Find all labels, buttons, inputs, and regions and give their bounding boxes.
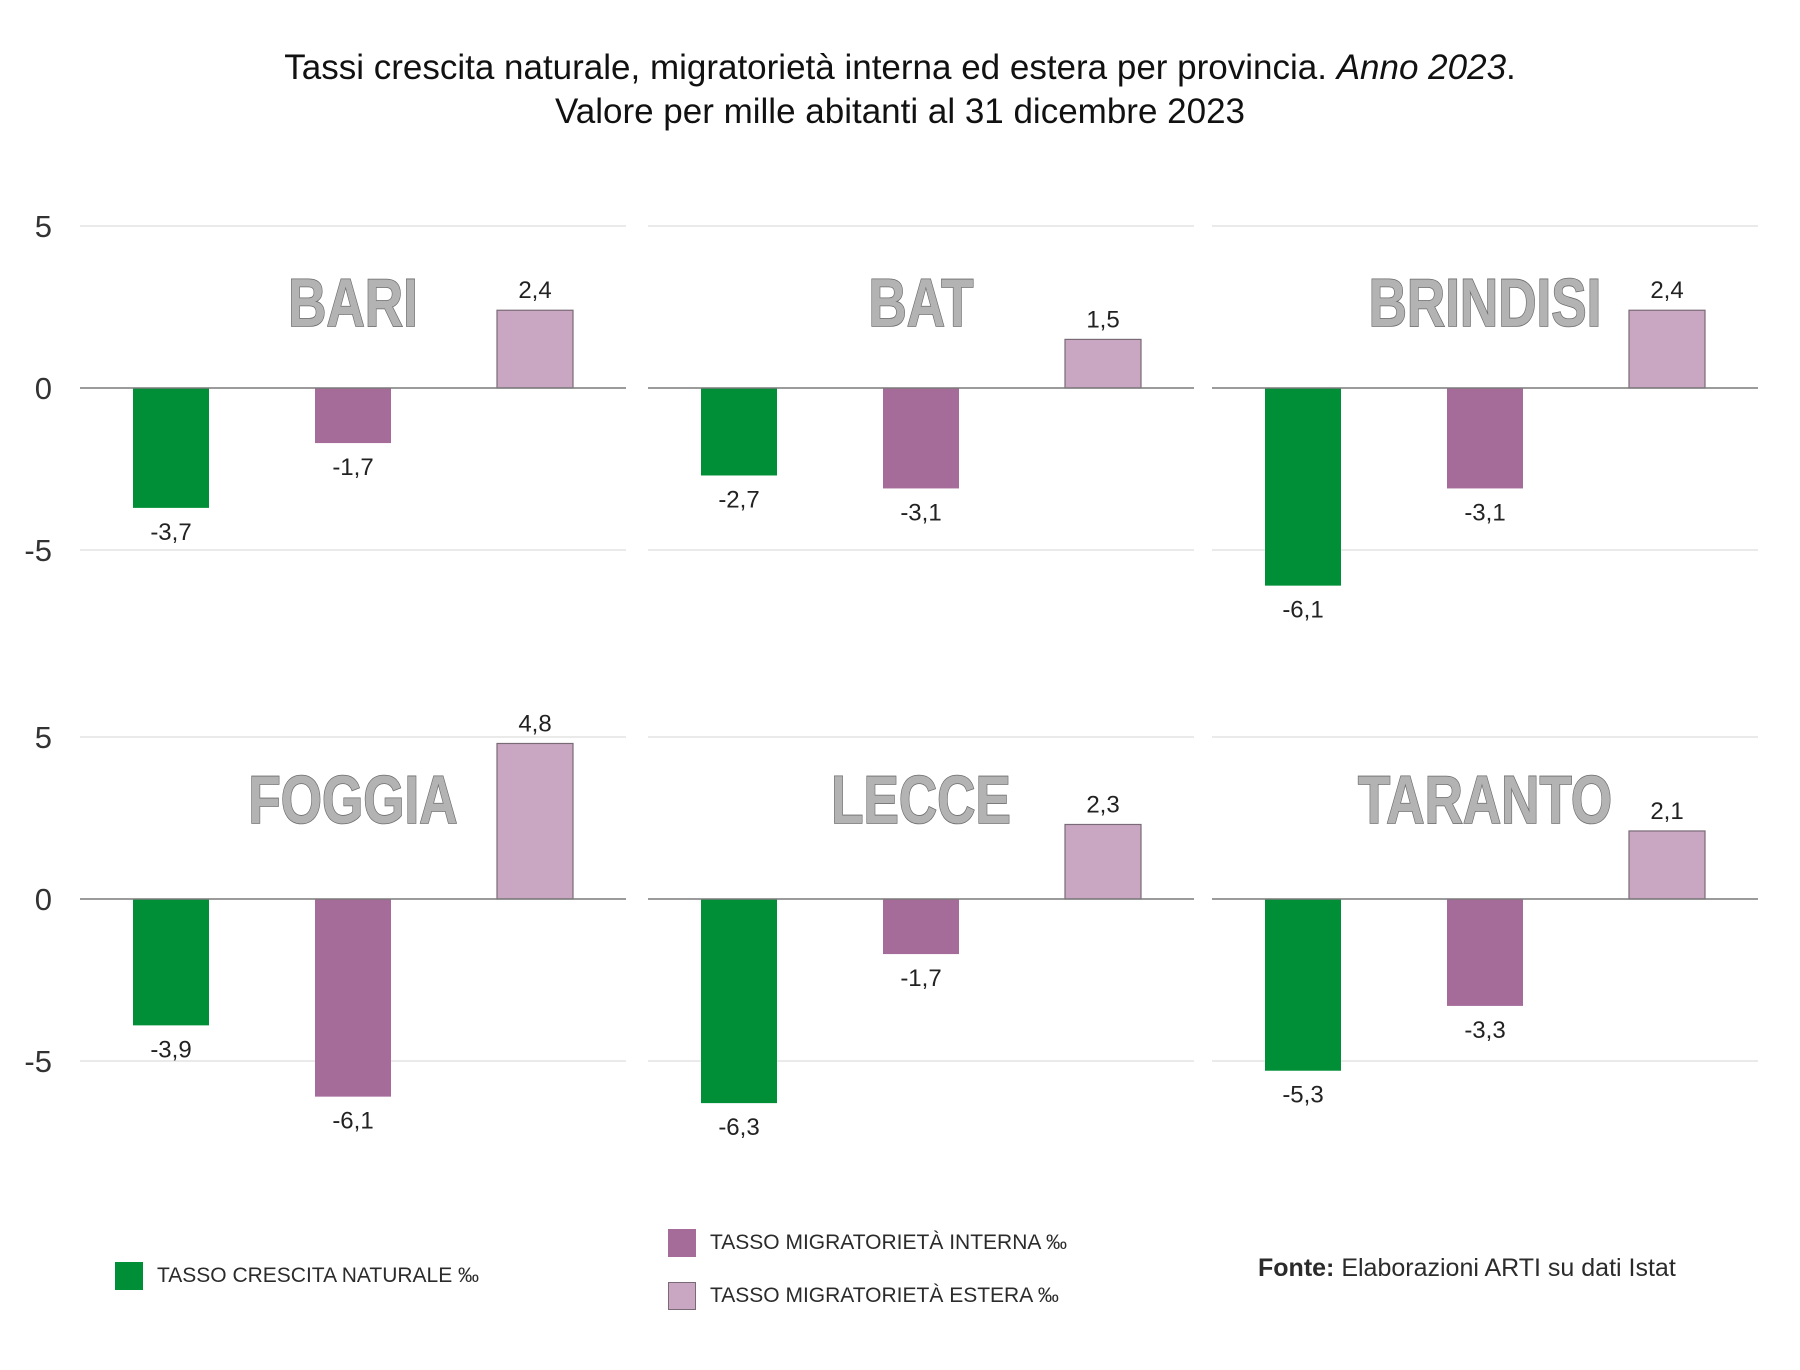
chart-title-period: . <box>1506 48 1516 87</box>
panel-title: BARI <box>288 265 418 341</box>
chart-title-line1: Tassi crescita naturale, migratorietà in… <box>0 46 1800 90</box>
y-tick-label: -5 <box>24 1044 52 1079</box>
data-label: -3,3 <box>1464 1017 1505 1044</box>
bar-bari-series-0 <box>133 388 209 508</box>
bar-lecce-series-0 <box>701 899 777 1104</box>
legend-label-migratorieta-interna: TASSO MIGRATORIETÀ INTERNA ‰ <box>710 1231 1068 1254</box>
data-label: -3,7 <box>150 519 191 546</box>
bar-lecce-series-1 <box>883 899 959 955</box>
data-label: -3,1 <box>1464 499 1505 526</box>
chart-subtitle: Valore per mille abitanti al 31 dicembre… <box>554 92 1246 131</box>
bar-bat-series-2 <box>1064 338 1142 389</box>
bar-bat-series-0 <box>701 388 777 476</box>
legend-item-migratorieta-estera: TASSO MIGRATORIETÀ ESTERA ‰ <box>668 1282 1059 1310</box>
bar-brindisi-series-2 <box>1628 309 1706 389</box>
data-label: 1,5 <box>1086 306 1119 333</box>
chart-area: 5 0 -5 5 0 -5 BARI -3,7 -1,7 2,4 BAT -2,7 -3,1 1,5 BRI… <box>24 209 1758 1141</box>
data-label: -6,1 <box>1282 597 1323 624</box>
panel-title: FOGGIA <box>248 762 457 838</box>
data-label: -1,7 <box>332 454 373 481</box>
bar-taranto-series-0 <box>1265 899 1341 1071</box>
legend-swatch-migratorieta-estera <box>668 1282 696 1310</box>
legend-item-crescita-naturale: TASSO CRESCITA NATURALE ‰ <box>115 1262 479 1290</box>
bar-foggia-series-0 <box>133 899 209 1026</box>
data-label: -2,7 <box>718 486 759 513</box>
chart-title-year: Anno 2023 <box>1336 48 1507 87</box>
data-label: -6,1 <box>332 1108 373 1135</box>
source-text: Elaborazioni ARTI su dati Istat <box>1341 1254 1676 1282</box>
bar-bat-series-1 <box>883 388 959 489</box>
y-tick-label: 0 <box>35 371 52 406</box>
data-label: -6,3 <box>718 1114 759 1141</box>
panel-title: BRINDISI <box>1369 265 1602 341</box>
source-note: Fonte: Elaborazioni ARTI su dati Istat <box>1258 1254 1676 1283</box>
legend-item-migratorieta-interna: TASSO MIGRATORIETÀ INTERNA ‰ <box>668 1229 1067 1257</box>
data-label: -3,1 <box>900 499 941 526</box>
bar-lecce-series-2 <box>1064 823 1142 900</box>
panel-title: LECCE <box>831 762 1011 838</box>
y-tick-label: -5 <box>24 533 52 568</box>
bar-taranto-series-1 <box>1447 899 1523 1006</box>
panel-title: TARANTO <box>1358 762 1612 838</box>
bar-brindisi-series-1 <box>1447 388 1523 489</box>
bar-foggia-series-2 <box>496 742 574 900</box>
panel-title: BAT <box>868 265 973 341</box>
legend-swatch-migratorieta-interna <box>668 1229 696 1257</box>
legend-label-migratorieta-estera: TASSO MIGRATORIETÀ ESTERA ‰ <box>710 1284 1059 1307</box>
source-label: Fonte: <box>1258 1254 1335 1282</box>
data-label: -3,9 <box>150 1036 191 1063</box>
bar-foggia-series-1 <box>315 899 391 1097</box>
bar-taranto-series-2 <box>1628 830 1706 900</box>
data-label: 2,1 <box>1650 798 1683 825</box>
data-label: -5,3 <box>1282 1082 1323 1109</box>
y-tick-label: 0 <box>35 882 52 917</box>
y-tick-label: 5 <box>35 720 52 755</box>
data-label: -1,7 <box>900 965 941 992</box>
bar-bari-series-1 <box>315 388 391 444</box>
bar-brindisi-series-0 <box>1265 388 1341 586</box>
legend-label-crescita-naturale: TASSO CRESCITA NATURALE ‰ <box>157 1264 480 1287</box>
chart-title-main: Tassi crescita naturale, migratorietà in… <box>284 48 1327 87</box>
legend-swatch-crescita-naturale <box>115 1262 143 1290</box>
bar-bari-series-2 <box>496 309 574 389</box>
data-label: 2,4 <box>1650 277 1683 304</box>
y-tick-label: 5 <box>35 209 52 244</box>
data-label: 2,3 <box>1086 791 1119 818</box>
data-label: 2,4 <box>518 277 551 304</box>
data-label: 4,8 <box>518 710 551 737</box>
